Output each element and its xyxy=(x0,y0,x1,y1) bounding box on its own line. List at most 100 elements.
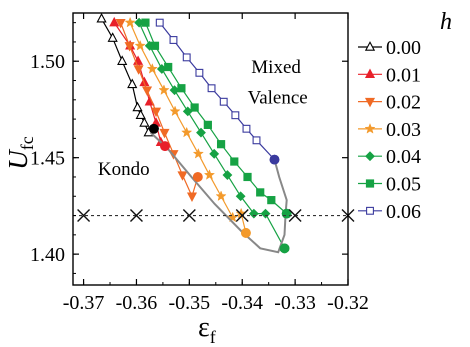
y-axis-label-subscript: fc xyxy=(17,136,37,150)
series-5-point-8 xyxy=(243,172,252,182)
series-4-point-5 xyxy=(196,127,206,138)
series-2-endpoint-top xyxy=(192,172,203,182)
reference-cross-2 xyxy=(182,209,196,223)
series-4-point-6 xyxy=(209,148,220,159)
series-2-point-0 xyxy=(115,18,126,29)
series-4-point-10 xyxy=(260,208,271,219)
x-tick-label-2: -0.35 xyxy=(169,292,211,314)
series-5-point-1 xyxy=(150,41,160,50)
series-3-point-8 xyxy=(215,190,227,202)
legend-marker-5 xyxy=(365,179,375,188)
boundary-curve xyxy=(150,131,288,254)
series-3-point-9 xyxy=(227,211,239,223)
legend-label-4: 0.04 xyxy=(386,146,421,168)
legend-marker-6 xyxy=(366,206,374,215)
series-line-5 xyxy=(144,22,288,215)
series-5-point-6 xyxy=(216,140,226,149)
y-tick-label-0: 1.40 xyxy=(30,244,65,266)
annotation-mixed: Mixed xyxy=(251,57,301,78)
legend-label-0: 0.00 xyxy=(386,37,421,59)
series-2-point-4 xyxy=(150,107,162,118)
series-line-6 xyxy=(159,22,275,161)
legend-label-2: 0.02 xyxy=(386,92,421,114)
series-5-point-5 xyxy=(203,120,212,129)
series-5-point-7 xyxy=(230,157,239,166)
legend-marker-0 xyxy=(364,41,376,51)
legend-label-5: 0.05 xyxy=(386,174,421,196)
series-0-point-4 xyxy=(132,101,143,112)
series-0-endpoint-top xyxy=(149,123,159,134)
series-6-point-6 xyxy=(231,111,240,120)
reference-cross-1 xyxy=(129,209,143,223)
series-4-point-7 xyxy=(222,170,233,180)
legend-marker-2 xyxy=(364,97,376,108)
series-2-point-1 xyxy=(124,42,135,52)
series-4-point-8 xyxy=(235,191,246,202)
x-tick-label-1: -0.36 xyxy=(116,292,158,314)
series-3-point-3 xyxy=(158,84,170,95)
series-2-point-2 xyxy=(133,65,144,75)
series-3-point-5 xyxy=(181,126,193,138)
legend-marker-1 xyxy=(364,68,376,78)
series-3-point-1 xyxy=(134,39,146,51)
series-6-point-5 xyxy=(219,97,228,106)
series-5-point-0 xyxy=(141,18,150,27)
legend: h 0.00 0.01 0.02 0.03 0.04 0.05 0.06 xyxy=(358,9,452,223)
series-3-point-7 xyxy=(203,169,216,180)
series-1-endpoint-top xyxy=(160,141,170,152)
series-2-point-7 xyxy=(177,171,188,181)
series-6-point-4 xyxy=(207,84,216,93)
annotation-valence: Valence xyxy=(248,88,308,109)
series-3-endpoint-top xyxy=(241,228,251,238)
y-axis-label-symbol: U xyxy=(3,149,33,170)
series-2 xyxy=(115,18,203,203)
series-5-point-2 xyxy=(164,62,173,72)
series-2-point-5 xyxy=(159,128,170,139)
series-4-endpoint-top xyxy=(279,243,290,254)
series-6-point-0 xyxy=(155,18,164,27)
series-line-0 xyxy=(101,18,155,134)
x-tick-label-0: -0.37 xyxy=(63,292,105,314)
series-5-point-9 xyxy=(256,188,265,197)
legend-label-6: 0.06 xyxy=(386,201,421,223)
series-6-point-7 xyxy=(242,124,251,133)
series-1-point-0 xyxy=(109,16,120,27)
x-tick-label-3: -0.34 xyxy=(221,292,263,314)
series-5-point-3 xyxy=(177,84,186,93)
series-6-point-8 xyxy=(252,136,261,145)
series-6-point-1 xyxy=(169,36,178,44)
legend-marker-4 xyxy=(365,151,375,162)
series-3 xyxy=(124,16,251,238)
x-axis-label-subscript: f xyxy=(210,327,216,347)
reference-cross-4 xyxy=(288,209,302,223)
series-0-point-5 xyxy=(135,109,146,119)
series-3-point-4 xyxy=(169,105,181,117)
legend-marker-3 xyxy=(364,122,376,134)
series-line-2 xyxy=(120,22,199,198)
legend-label-1: 0.01 xyxy=(386,64,421,86)
series-0-point-3 xyxy=(127,78,138,89)
annotation-kondo: Kondo xyxy=(98,159,150,180)
series-6-point-2 xyxy=(182,53,191,62)
y-axis-label: Ufc xyxy=(3,136,37,169)
legend-title: h xyxy=(440,9,452,35)
series-0-point-6 xyxy=(139,117,150,127)
x-tick-label-4: -0.33 xyxy=(274,292,316,314)
series-5-point-4 xyxy=(190,103,199,112)
y-tick-label-2: 1.50 xyxy=(30,51,65,73)
series-6-endpoint-top xyxy=(269,154,280,165)
plot-data xyxy=(96,13,292,254)
series-0-point-2 xyxy=(117,55,128,65)
series-3-point-6 xyxy=(192,147,204,159)
series-1-point-3 xyxy=(139,76,150,87)
reference-cross-3 xyxy=(235,209,249,223)
series-2-point-3 xyxy=(142,86,153,96)
plot-frame xyxy=(72,12,349,286)
series-3-point-2 xyxy=(146,63,158,74)
legend-label-3: 0.03 xyxy=(386,119,421,141)
x-axis-label-symbol: ε xyxy=(198,312,210,343)
y-tick-label-1: 1.45 xyxy=(30,148,65,170)
series-5-point-10 xyxy=(267,196,276,205)
x-tick-label-5: -0.32 xyxy=(327,292,369,314)
